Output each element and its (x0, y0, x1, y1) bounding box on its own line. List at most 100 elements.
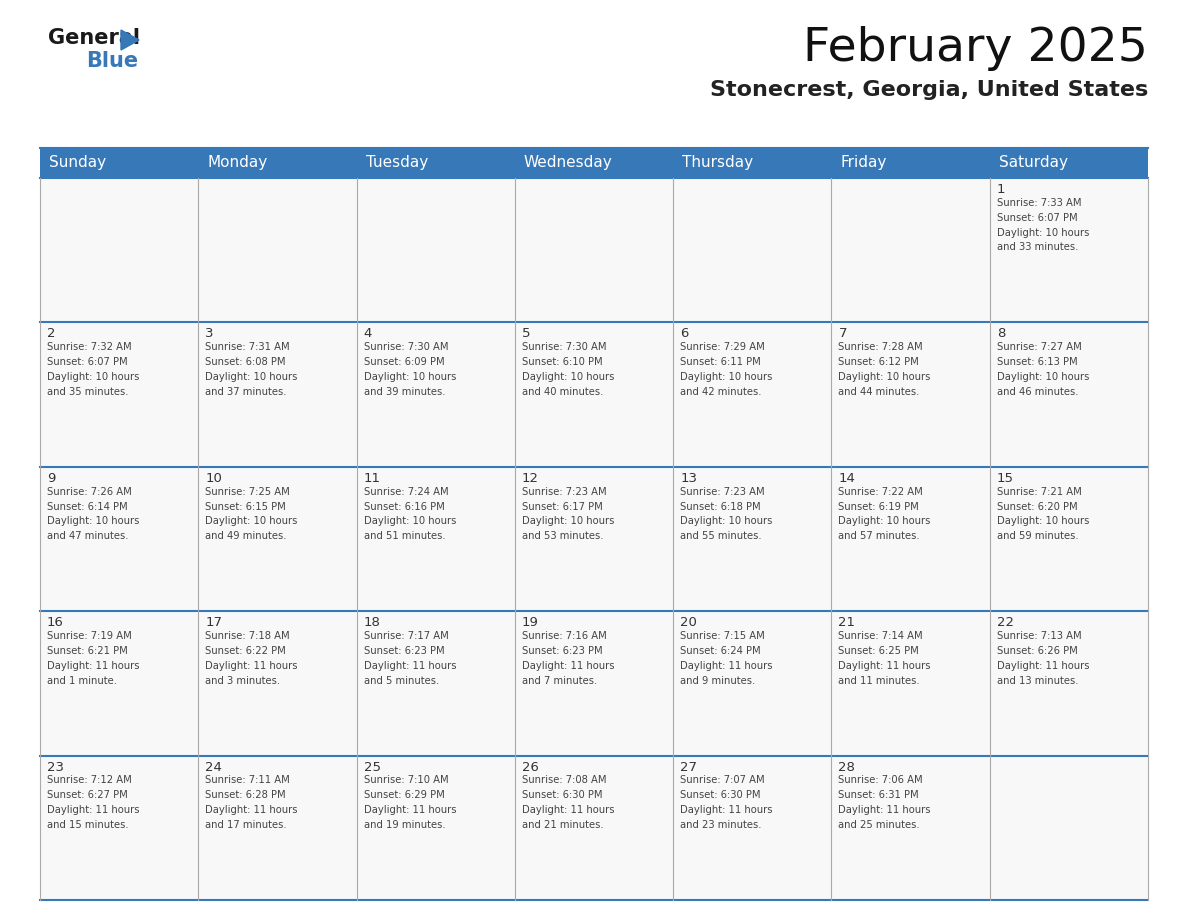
Text: Daylight: 11 hours: Daylight: 11 hours (839, 805, 931, 815)
Text: Sunrise: 7:15 AM: Sunrise: 7:15 AM (681, 631, 765, 641)
Bar (674, 466, 832, 611)
Text: Sunset: 6:15 PM: Sunset: 6:15 PM (206, 501, 286, 511)
Text: and 44 minutes.: and 44 minutes. (839, 386, 920, 397)
Text: Sunrise: 7:24 AM: Sunrise: 7:24 AM (364, 487, 448, 497)
Text: Daylight: 10 hours: Daylight: 10 hours (839, 516, 931, 526)
Text: 2: 2 (48, 328, 56, 341)
Text: Sunrise: 7:29 AM: Sunrise: 7:29 AM (681, 342, 765, 353)
Text: Sunrise: 7:30 AM: Sunrise: 7:30 AM (364, 342, 448, 353)
Text: Sunrise: 7:08 AM: Sunrise: 7:08 AM (522, 776, 606, 786)
Text: 6: 6 (681, 328, 689, 341)
Text: 27: 27 (681, 761, 697, 774)
Text: and 46 minutes.: and 46 minutes. (997, 386, 1079, 397)
Text: and 40 minutes.: and 40 minutes. (522, 386, 604, 397)
Bar (198, 611, 356, 756)
Text: Sunrise: 7:10 AM: Sunrise: 7:10 AM (364, 776, 448, 786)
Bar (832, 148, 990, 178)
Bar (356, 148, 514, 178)
Text: Sunset: 6:21 PM: Sunset: 6:21 PM (48, 646, 128, 655)
Text: Sunrise: 7:11 AM: Sunrise: 7:11 AM (206, 776, 290, 786)
Bar (832, 178, 990, 322)
Text: and 17 minutes.: and 17 minutes. (206, 820, 287, 830)
Text: and 53 minutes.: and 53 minutes. (522, 532, 604, 542)
Text: and 1 minute.: and 1 minute. (48, 676, 116, 686)
Bar (674, 322, 832, 466)
Polygon shape (121, 30, 139, 50)
Bar (990, 611, 1148, 756)
Text: 21: 21 (839, 616, 855, 629)
Text: Daylight: 11 hours: Daylight: 11 hours (522, 805, 614, 815)
Text: and 25 minutes.: and 25 minutes. (839, 820, 920, 830)
Text: Sunrise: 7:16 AM: Sunrise: 7:16 AM (522, 631, 607, 641)
Text: Friday: Friday (840, 155, 886, 171)
Text: Daylight: 11 hours: Daylight: 11 hours (364, 661, 456, 671)
Bar (40, 178, 198, 322)
Bar (990, 178, 1148, 322)
Text: Sunset: 6:13 PM: Sunset: 6:13 PM (997, 357, 1078, 367)
Text: Sunrise: 7:12 AM: Sunrise: 7:12 AM (48, 776, 132, 786)
Text: Sunrise: 7:22 AM: Sunrise: 7:22 AM (839, 487, 923, 497)
Text: Sunrise: 7:31 AM: Sunrise: 7:31 AM (206, 342, 290, 353)
Text: Sunset: 6:08 PM: Sunset: 6:08 PM (206, 357, 286, 367)
Text: 19: 19 (522, 616, 538, 629)
Text: 18: 18 (364, 616, 380, 629)
Text: Daylight: 11 hours: Daylight: 11 hours (681, 805, 772, 815)
Text: Daylight: 11 hours: Daylight: 11 hours (206, 661, 298, 671)
Bar (514, 611, 674, 756)
Text: Daylight: 11 hours: Daylight: 11 hours (364, 805, 456, 815)
Text: Stonecrest, Georgia, United States: Stonecrest, Georgia, United States (709, 80, 1148, 100)
Text: Sunrise: 7:23 AM: Sunrise: 7:23 AM (522, 487, 607, 497)
Text: and 15 minutes.: and 15 minutes. (48, 820, 128, 830)
Text: and 23 minutes.: and 23 minutes. (681, 820, 762, 830)
Text: and 37 minutes.: and 37 minutes. (206, 386, 286, 397)
Text: Saturday: Saturday (999, 155, 1068, 171)
Text: Sunrise: 7:32 AM: Sunrise: 7:32 AM (48, 342, 132, 353)
Text: 9: 9 (48, 472, 56, 485)
Text: and 59 minutes.: and 59 minutes. (997, 532, 1079, 542)
Text: Sunset: 6:09 PM: Sunset: 6:09 PM (364, 357, 444, 367)
Text: 22: 22 (997, 616, 1013, 629)
Text: Daylight: 10 hours: Daylight: 10 hours (681, 372, 772, 382)
Bar (514, 466, 674, 611)
Text: Sunset: 6:12 PM: Sunset: 6:12 PM (839, 357, 920, 367)
Text: Sunrise: 7:27 AM: Sunrise: 7:27 AM (997, 342, 1081, 353)
Text: Daylight: 10 hours: Daylight: 10 hours (48, 516, 139, 526)
Text: Daylight: 11 hours: Daylight: 11 hours (839, 661, 931, 671)
Text: 8: 8 (997, 328, 1005, 341)
Text: Sunrise: 7:18 AM: Sunrise: 7:18 AM (206, 631, 290, 641)
Text: 28: 28 (839, 761, 855, 774)
Text: Sunrise: 7:25 AM: Sunrise: 7:25 AM (206, 487, 290, 497)
Bar (356, 466, 514, 611)
Bar (40, 466, 198, 611)
Bar (832, 322, 990, 466)
Bar (990, 756, 1148, 900)
Text: and 33 minutes.: and 33 minutes. (997, 242, 1078, 252)
Text: and 5 minutes.: and 5 minutes. (364, 676, 438, 686)
Text: Sunrise: 7:23 AM: Sunrise: 7:23 AM (681, 487, 765, 497)
Bar (198, 322, 356, 466)
Bar (674, 178, 832, 322)
Text: February 2025: February 2025 (803, 26, 1148, 71)
Bar (514, 322, 674, 466)
Bar (832, 466, 990, 611)
Text: General: General (48, 28, 140, 48)
Text: Daylight: 10 hours: Daylight: 10 hours (206, 372, 298, 382)
Text: and 39 minutes.: and 39 minutes. (364, 386, 446, 397)
Text: 24: 24 (206, 761, 222, 774)
Bar (832, 611, 990, 756)
Bar (40, 611, 198, 756)
Text: Sunset: 6:18 PM: Sunset: 6:18 PM (681, 501, 760, 511)
Text: 12: 12 (522, 472, 539, 485)
Text: Sunrise: 7:30 AM: Sunrise: 7:30 AM (522, 342, 606, 353)
Text: Sunset: 6:24 PM: Sunset: 6:24 PM (681, 646, 760, 655)
Text: Sunday: Sunday (49, 155, 106, 171)
Text: Sunset: 6:29 PM: Sunset: 6:29 PM (364, 790, 444, 800)
Bar (356, 756, 514, 900)
Text: 26: 26 (522, 761, 538, 774)
Bar (990, 322, 1148, 466)
Text: and 19 minutes.: and 19 minutes. (364, 820, 446, 830)
Text: and 47 minutes.: and 47 minutes. (48, 532, 128, 542)
Text: Daylight: 10 hours: Daylight: 10 hours (681, 516, 772, 526)
Text: and 55 minutes.: and 55 minutes. (681, 532, 762, 542)
Bar (198, 466, 356, 611)
